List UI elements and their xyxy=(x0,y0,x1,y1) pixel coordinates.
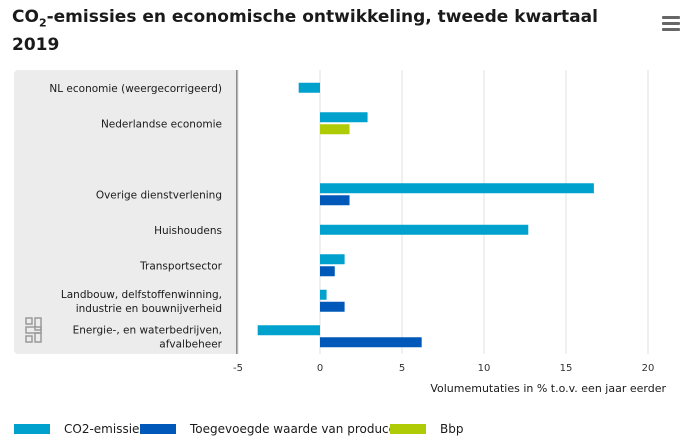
x-tick-label: 20 xyxy=(642,363,655,374)
legend-item[interactable]: Bbp xyxy=(390,422,463,436)
category-label: Landbouw, delfstoffenwinning, xyxy=(61,289,222,301)
bar xyxy=(320,301,345,312)
legend: CO2-emissie Toegevoegde waarde van produc… xyxy=(14,422,674,442)
bar xyxy=(320,195,350,206)
legend-label: CO2-emissie xyxy=(64,422,140,436)
category-label: Overige dienstverlening xyxy=(96,189,222,201)
chart-title: CO2-emissies en economische ontwikkeling… xyxy=(12,6,612,56)
x-axis-label: Volumemutaties in % t.o.v. een jaar eerd… xyxy=(430,382,666,395)
legend-swatch xyxy=(140,424,176,434)
category-panel xyxy=(14,70,238,354)
category-label: afvalbeheer xyxy=(159,338,222,350)
bar xyxy=(320,337,422,348)
x-tick-label: -5 xyxy=(233,363,243,374)
category-label: Huishoudens xyxy=(154,225,222,237)
legend-item[interactable]: Toegevoegde waarde van producenten xyxy=(140,422,423,436)
bar xyxy=(298,82,320,93)
legend-item[interactable]: CO2-emissie xyxy=(14,422,139,436)
bar xyxy=(320,289,327,300)
hamburger-menu-icon[interactable] xyxy=(660,14,682,36)
category-label: Nederlandse economie xyxy=(101,118,222,130)
bar xyxy=(320,266,335,277)
x-tick-label: 5 xyxy=(399,363,405,374)
x-tick-label: 0 xyxy=(317,363,323,374)
category-label: industrie en bouwnijverheid xyxy=(76,303,222,315)
x-tick-label: 10 xyxy=(478,363,491,374)
legend-label: Bbp xyxy=(440,422,464,436)
bar xyxy=(320,254,345,265)
bar xyxy=(320,124,350,135)
x-tick-label: 15 xyxy=(560,363,573,374)
bar xyxy=(320,183,594,194)
legend-swatch xyxy=(390,424,426,434)
title-rest: -emissies en economische ontwikkeling, t… xyxy=(12,7,598,56)
cbs-logo-icon xyxy=(25,317,42,343)
category-label: Transportsector xyxy=(139,260,223,272)
bar xyxy=(257,325,320,336)
category-label: NL economie (weergecorrigeerd) xyxy=(49,83,222,95)
title-subscript: 2 xyxy=(38,16,47,30)
title-prefix: CO xyxy=(12,7,39,27)
bar xyxy=(320,224,529,235)
bar xyxy=(320,112,368,123)
legend-label: Toegevoegde waarde van producenten xyxy=(190,422,424,436)
legend-swatch xyxy=(14,424,50,434)
category-label: Energie-, en waterbedrijven, xyxy=(73,324,222,336)
